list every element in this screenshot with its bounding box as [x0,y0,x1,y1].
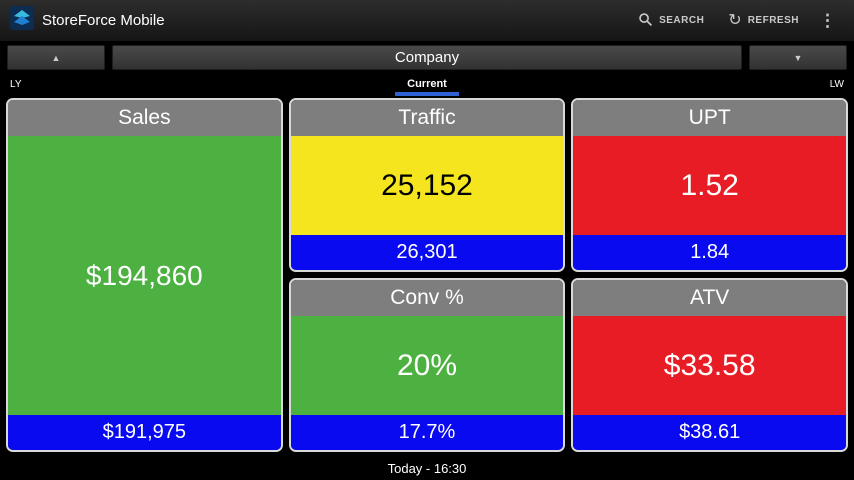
kpi-tile-sales[interactable]: Sales $194,860 $191,975 [6,98,283,452]
kpi-value: 25,152 [290,136,564,235]
tab-current[interactable]: Current [395,72,459,96]
kpi-tile-upt[interactable]: UPT 1.52 1.84 [571,98,848,272]
kpi-value: $194,860 [8,136,281,415]
kpi-grid: Sales $194,860 $191,975 Traffic 25,152 2… [0,96,854,456]
kpi-title: Sales [8,100,281,136]
app-logo-icon [10,6,34,35]
search-label: SEARCH [659,15,705,26]
chevron-down-icon: ▼ [793,52,803,63]
search-icon [638,12,653,30]
action-bar: StoreForce Mobile SEARCH ↻ REFRESH ⋮ [0,0,854,42]
kpi-title: UPT [573,100,846,136]
overflow-menu-icon: ⋮ [819,11,836,30]
refresh-label: REFRESH [747,15,799,26]
nav-up-button[interactable]: ▲ [7,45,105,70]
period-tab-strip: LY Current LW [0,72,854,96]
chevron-up-icon: ▲ [51,52,61,63]
kpi-tile-traffic[interactable]: Traffic 25,152 26,301 [288,98,566,272]
refresh-icon: ↻ [728,11,742,29]
kpi-title: Traffic [290,100,564,136]
kpi-value: 20% [290,316,564,415]
kpi-comparison: 17.7% [290,415,564,450]
kpi-tile-conv[interactable]: Conv % 20% 17.7% [288,278,566,452]
kpi-comparison: $191,975 [8,415,281,450]
tab-indicator [395,92,459,96]
kpi-comparison: 1.84 [573,235,846,270]
action-bar-left: StoreForce Mobile [10,6,165,35]
nav-down-button[interactable]: ▼ [749,45,847,70]
action-bar-right: SEARCH ↻ REFRESH ⋮ [626,4,844,38]
refresh-button[interactable]: ↻ REFRESH [716,5,811,37]
kpi-value: $33.58 [573,316,846,415]
kpi-comparison: $38.61 [573,415,846,450]
kpi-title: ATV [573,280,846,316]
tab-ly[interactable]: LY [10,78,22,90]
store-selector-row: ▲ Company ▼ [0,42,854,72]
tab-current-label: Current [407,78,447,90]
status-text: Today - 16:30 [387,460,467,476]
kpi-value: 1.52 [573,136,846,235]
kpi-tile-atv[interactable]: ATV $33.58 $38.61 [571,278,848,452]
app-title: StoreForce Mobile [42,12,165,29]
store-title[interactable]: Company [112,45,742,70]
status-bar: Today - 16:30 [0,456,854,480]
tab-lw[interactable]: LW [829,78,844,90]
kpi-title: Conv % [290,280,564,316]
overflow-menu-button[interactable]: ⋮ [811,8,844,33]
search-button[interactable]: SEARCH [626,4,716,38]
kpi-comparison: 26,301 [290,235,564,270]
